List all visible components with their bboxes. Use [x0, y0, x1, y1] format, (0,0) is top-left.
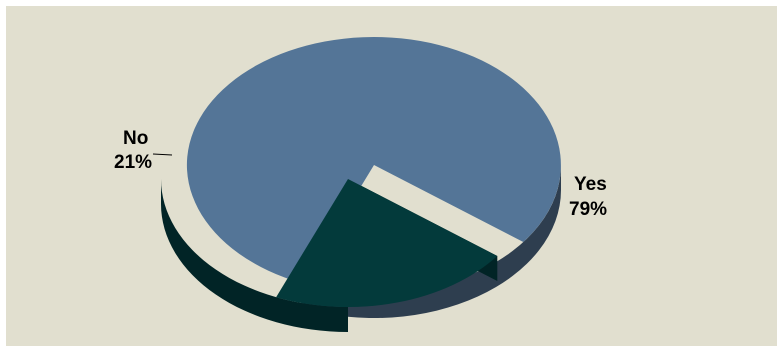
chart-area: No 21% Yes 79%: [6, 6, 777, 346]
label-yes-category: Yes: [574, 174, 607, 195]
pie-slice-no: [276, 179, 498, 308]
leader-line-no: [152, 153, 173, 156]
pie-slice-yes: [186, 37, 561, 284]
label-no-category: No: [123, 128, 148, 149]
pie-chart: No 21% Yes 79%: [114, 37, 607, 332]
label-no-percent: 21%: [114, 152, 152, 173]
pie-slice-no-side: [161, 179, 348, 332]
label-yes-percent: 79%: [569, 199, 607, 220]
